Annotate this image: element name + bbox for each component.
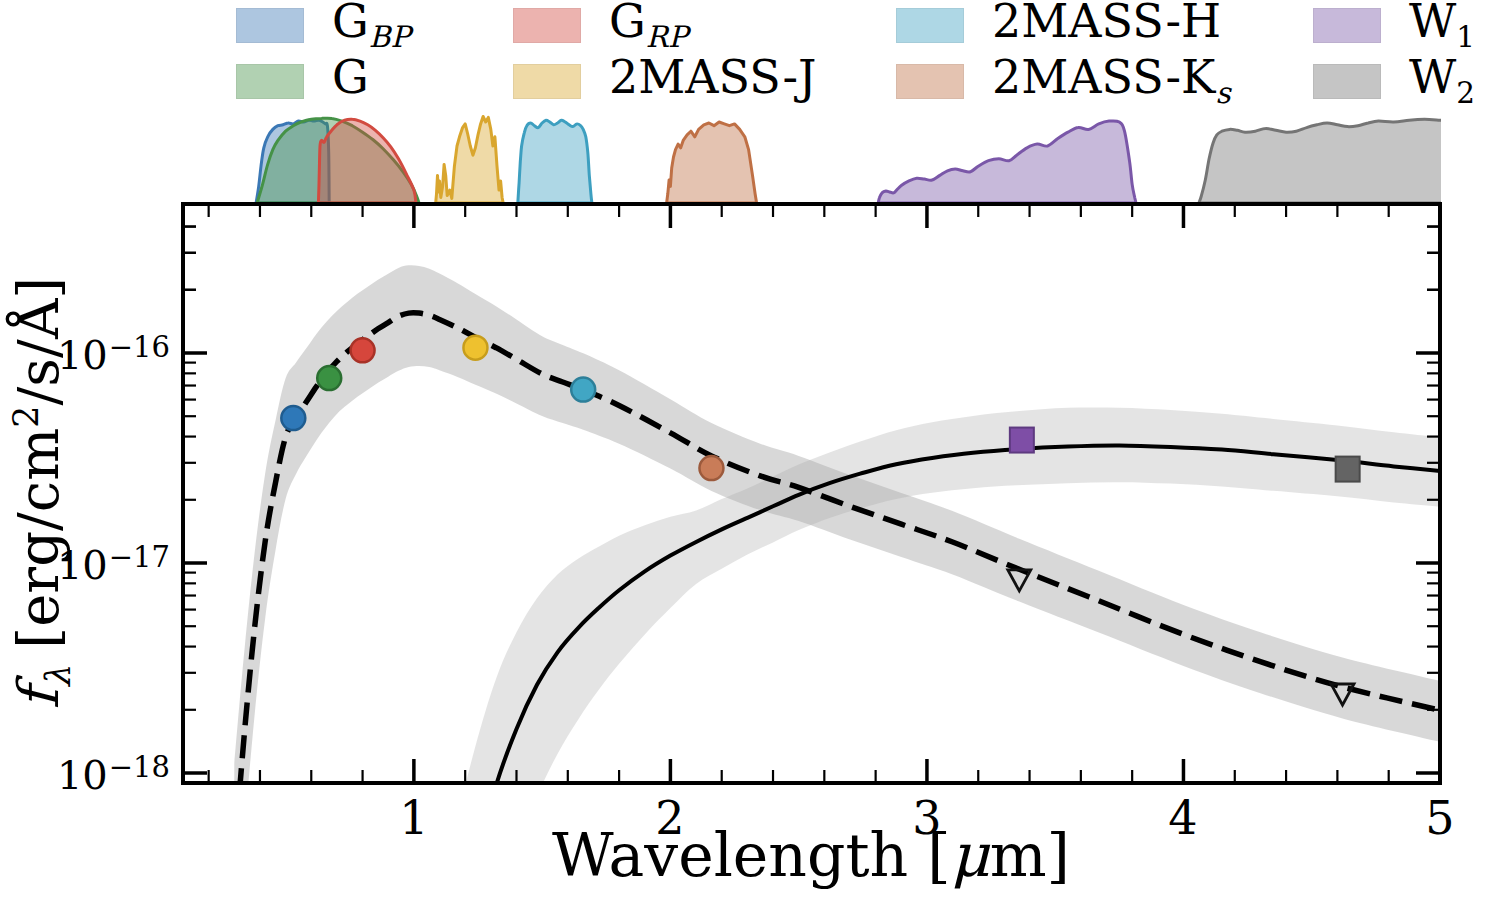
legend-label-wise-w2: W2 [1409,54,1475,109]
point-2MASS-J [463,336,487,360]
point-2MASS-H [571,378,595,402]
legend-item-2mass-j: 2MASS-J [513,56,816,106]
legend-label-gaia-g: G [332,54,369,109]
x-axis-label: Wavelength [μm] [552,820,1070,890]
plot-area [0,0,1507,900]
sed-figure: GBP GRP 2MASS-H W1 G 2MASS-J 2MASS-Ks W [0,0,1507,900]
filter-curve-wise-w1 [878,121,1136,203]
filter-curve-2mass-j [436,117,504,204]
y-tick-1e-18: 10−18 [10,748,170,798]
legend-label-gaia-rp: GRP [609,0,688,52]
legend-item-wise-w2: W2 [1313,56,1475,106]
legend-item-gaia-g: G [236,56,369,106]
point-WISE-W1 [1010,428,1034,453]
point-WISE-W2 [1336,457,1360,482]
legend-label-2mass-ks: 2MASS-Ks [992,54,1231,109]
point-Gaia-RP [351,338,375,362]
filter-curve-2mass-h [518,120,592,203]
legend-swatch-gaia-g [236,64,304,99]
legend-label-2mass-h: 2MASS-H [992,0,1221,52]
curve-stellar-photosphere-model [234,313,1447,857]
point-Gaia-BP [281,406,305,430]
legend-item-wise-w1: W1 [1313,0,1475,50]
y-axis-label: fλ [erg/cm2/s/Å] [6,277,78,709]
x-tick-1: 1 [399,791,428,845]
legend-item-gaia-bp: GBP [236,0,410,50]
legend-swatch-2mass-h [896,8,964,43]
legend-swatch-wise-w2 [1313,64,1381,99]
filter-curve-gaia-rp [318,119,416,203]
x-tick-5: 5 [1425,791,1454,845]
point-Gaia-G [317,366,341,390]
legend-item-2mass-h: 2MASS-H [896,0,1221,50]
filter-curve-2mass-ks [667,122,757,203]
filter-curves [256,117,1445,204]
point-2MASS-Ks [699,456,723,480]
legend-label-2mass-j: 2MASS-J [609,54,816,109]
x-tick-4: 4 [1168,791,1197,845]
legend-item-gaia-rp: GRP [513,0,688,50]
legend-swatch-2mass-ks [896,64,964,99]
legend-swatch-wise-w1 [1313,8,1381,43]
legend-swatch-gaia-rp [513,8,581,43]
legend-item-2mass-ks: 2MASS-Ks [896,56,1231,106]
legend-swatch-2mass-j [513,64,581,99]
legend-label-wise-w1: W1 [1409,0,1475,52]
legend-label-gaia-bp: GBP [332,0,410,52]
filter-curve-wise-w2 [1199,119,1445,203]
legend-swatch-gaia-bp [236,8,304,43]
